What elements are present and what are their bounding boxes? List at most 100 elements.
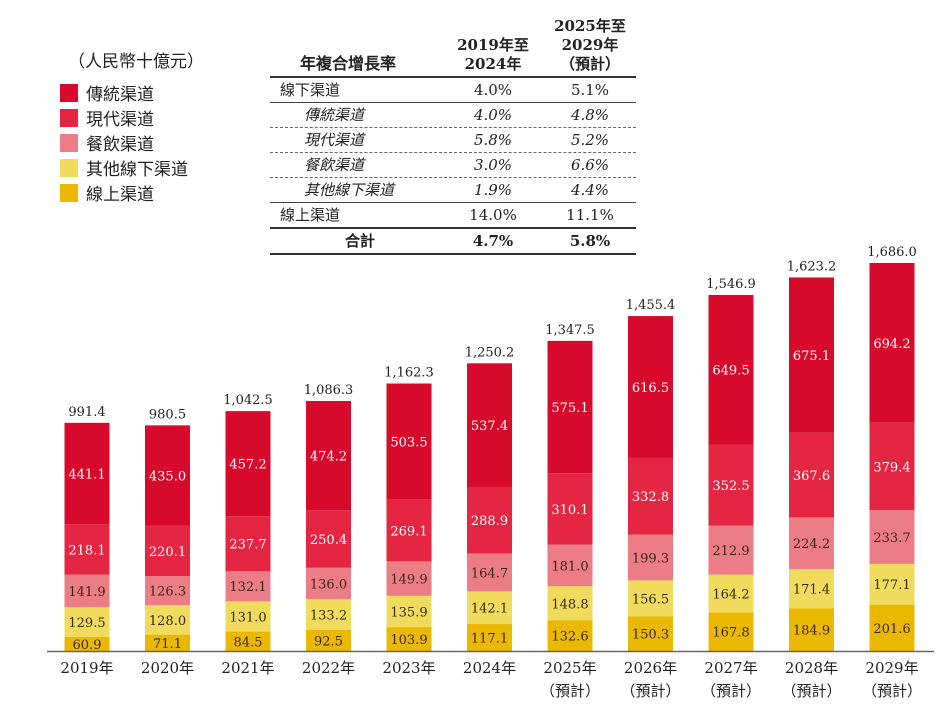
- data-label: 92.5: [314, 634, 343, 649]
- bar-segment: [869, 604, 915, 651]
- bar-segment: [386, 383, 432, 500]
- legend-item: 傳統渠道: [60, 80, 204, 105]
- total-label: 1,623.2: [787, 259, 837, 274]
- bar-segment: [467, 624, 512, 651]
- bar-segment: [306, 510, 351, 568]
- bar-segment: [306, 599, 351, 630]
- data-label: 141.9: [68, 585, 105, 600]
- bar-segment: [628, 534, 673, 581]
- bar-segment: [64, 574, 110, 608]
- bar-segment: [628, 457, 673, 535]
- x-tick-label: 2020年: [141, 659, 194, 677]
- x-tick-sublabel: （預計）: [540, 682, 600, 700]
- row-value: 6.6%: [570, 156, 610, 174]
- legend-item: 現代渠道: [60, 105, 204, 130]
- table-row: 現代渠道 5.8% 5.2%: [270, 128, 636, 153]
- data-label: 649.5: [712, 364, 749, 379]
- x-tick-label: 2027年: [704, 659, 757, 677]
- data-label: 199.3: [632, 551, 669, 566]
- row-value: 5.1%: [570, 81, 610, 99]
- bar-segment: [386, 561, 432, 596]
- data-label: 136.0: [310, 577, 347, 592]
- table-row: 餐飲渠道 3.0% 6.6%: [270, 153, 636, 178]
- legend-swatch: [60, 108, 78, 127]
- data-label: 132.6: [551, 630, 588, 645]
- x-tick-sublabel: （預計）: [781, 682, 841, 700]
- bar-segment: [386, 499, 432, 562]
- legend-item: 餐飲渠道: [60, 130, 204, 155]
- legend-label: 線上渠道: [86, 185, 154, 205]
- x-tick-label: 2019年: [60, 659, 113, 677]
- bar-segment: [628, 316, 673, 458]
- bar-segment: [225, 601, 271, 632]
- bar-segment: [467, 363, 512, 487]
- data-label: 233.7: [873, 531, 910, 546]
- bar-segment: [225, 411, 271, 517]
- data-label: 218.1: [68, 543, 105, 558]
- data-label: 164.2: [712, 587, 749, 602]
- bar-segment: [64, 524, 110, 575]
- bar-segment: [64, 607, 110, 637]
- bar-segment: [789, 277, 834, 433]
- table-row: 線下渠道 4.0% 5.1%: [270, 78, 636, 103]
- bar-segment: [708, 295, 754, 445]
- x-tick-label: 2024年: [463, 659, 516, 677]
- bar-segment: [467, 486, 512, 554]
- bar-segment: [64, 422, 110, 525]
- bar-segment: [225, 516, 271, 572]
- bar-segment: [306, 401, 351, 511]
- bar-segment: [145, 605, 190, 635]
- data-label: 201.6: [873, 622, 910, 637]
- data-label: 616.5: [632, 381, 669, 396]
- data-label: 171.4: [793, 583, 830, 598]
- data-label: 503.5: [390, 435, 427, 450]
- data-label: 367.6: [793, 469, 830, 484]
- legend: （人民幣十億元） 傳統渠道 現代渠道 餐飲渠道 其他線下渠道 線上渠道: [60, 47, 204, 205]
- row-value: 4.7%: [472, 232, 514, 250]
- row-label: 線上渠道: [280, 206, 341, 224]
- table-row: 線上渠道 14.0% 11.1%: [270, 203, 636, 229]
- data-label: 237.7: [229, 538, 266, 553]
- total-label: 980.5: [149, 407, 186, 422]
- total-label: 1,546.9: [706, 277, 756, 292]
- bar-segment: [547, 340, 593, 474]
- total-label: 1,455.4: [626, 298, 676, 313]
- bar-segment: [628, 580, 673, 617]
- data-label: 457.2: [229, 458, 266, 473]
- bar-segment: [145, 576, 190, 606]
- cagr-table-header: 年複合增長率 2019年至 2024年 2025年至 2029年 （預計）: [270, 8, 636, 78]
- data-label: 181.0: [551, 559, 588, 574]
- bar-segment: [869, 263, 915, 423]
- bar-segment: [467, 553, 512, 592]
- data-label: 150.3: [632, 628, 669, 643]
- bar-segment: [708, 612, 754, 651]
- row-value: 11.1%: [566, 206, 614, 224]
- bar-segment: [64, 636, 110, 651]
- row-value: 14.0%: [469, 206, 517, 224]
- data-label: 220.1: [149, 545, 186, 560]
- x-tick-sublabel: （預計）: [701, 682, 761, 700]
- bar-segment: [869, 563, 915, 605]
- data-label: 224.2: [793, 537, 830, 552]
- data-label: 250.4: [310, 533, 347, 548]
- bar-segment: [225, 571, 271, 602]
- data-label: 288.9: [471, 514, 508, 529]
- data-label: 164.7: [471, 566, 508, 581]
- data-label: 133.2: [310, 608, 347, 623]
- data-label: 148.8: [551, 597, 588, 612]
- row-value: 4.0%: [473, 81, 513, 99]
- bar-segment: [789, 569, 834, 609]
- data-label: 474.2: [310, 450, 347, 465]
- data-label: 575.1: [551, 401, 588, 416]
- bar-segment: [467, 591, 512, 625]
- bar-segment: [547, 620, 593, 651]
- data-label: 435.0: [149, 469, 186, 484]
- data-label: 379.4: [873, 460, 910, 475]
- bar-segment: [789, 608, 834, 651]
- x-tick-label: 2021年: [221, 659, 274, 677]
- data-label: 71.1: [153, 637, 182, 652]
- bar-segment: [869, 510, 915, 564]
- data-label: 352.5: [712, 479, 749, 494]
- x-tick-label: 2023年: [382, 659, 435, 677]
